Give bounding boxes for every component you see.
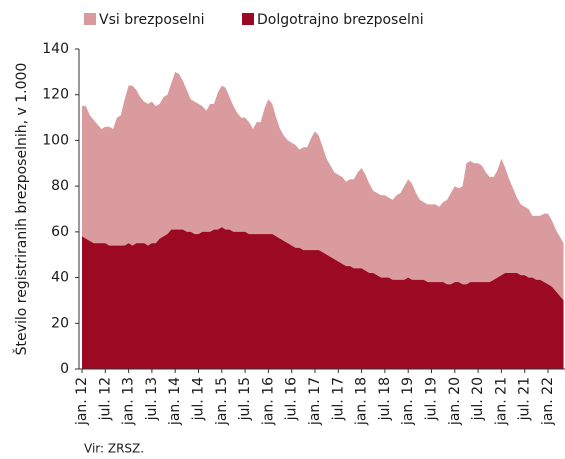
x-tick-label: jul. 20 <box>470 377 486 421</box>
area <box>82 227 564 369</box>
x-tick-label: jan. 14 <box>167 377 183 426</box>
y-tick-label: 40 <box>51 270 69 286</box>
x-tick-label: jul. 19 <box>424 377 440 421</box>
y-tick-label: 140 <box>42 41 69 57</box>
x-tick-label: jan. 22 <box>540 377 556 426</box>
x-tick-label: jan. 13 <box>121 377 137 426</box>
x-tick-label: jan. 21 <box>493 377 509 426</box>
y-tick-label: 0 <box>60 361 69 377</box>
x-tick-label: jul. 18 <box>377 377 393 421</box>
y-tick-label: 120 <box>42 87 69 103</box>
x-tick-label: jan. 15 <box>214 377 230 426</box>
y-axis-label: Število registriranih brezposelnih, v 1.… <box>12 63 30 356</box>
legend-swatch <box>242 13 254 25</box>
x-tick-label: jan. 19 <box>400 377 416 426</box>
y-tick-label: 20 <box>51 315 69 331</box>
x-tick-label: jul. 21 <box>517 377 533 421</box>
legend-label: Vsi brezposelni <box>99 12 205 28</box>
y-tick-label: 100 <box>42 132 69 148</box>
source: Vir: ZRSZ. <box>84 442 144 456</box>
x-tick-label: jan. 18 <box>354 377 370 426</box>
x-tick-label: jan. 16 <box>260 377 276 426</box>
x-tick-label: jan. 12 <box>74 377 90 426</box>
x-tick-label: jan. 20 <box>447 377 463 426</box>
x-tick-label: jul. 15 <box>237 377 253 421</box>
x-tick-label: jul. 16 <box>284 377 300 421</box>
x-tick-label: jul. 12 <box>97 377 113 421</box>
y-tick-label: 80 <box>51 178 69 194</box>
legend-label: Dolgotrajno brezposelni <box>257 12 424 28</box>
y-tick-label: 60 <box>51 224 69 240</box>
legend-swatch <box>84 13 96 25</box>
x-tick-label: jul. 13 <box>144 377 160 421</box>
x-tick-label: jul. 14 <box>191 377 207 421</box>
x-tick-label: jul. 17 <box>330 377 346 421</box>
x-tick-label: jan. 17 <box>307 377 323 426</box>
